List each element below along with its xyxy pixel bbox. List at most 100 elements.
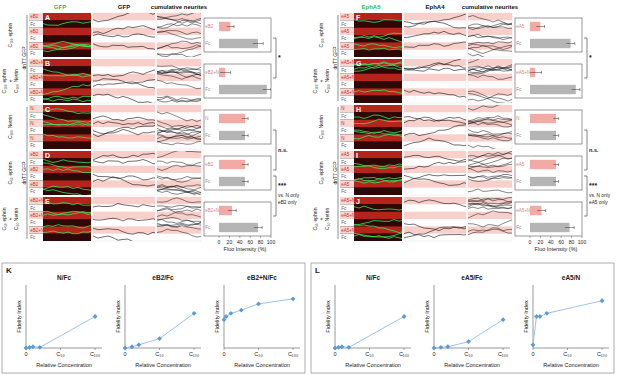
neurite (43, 115, 91, 123)
stripe (404, 105, 466, 112)
stripe-label: eA5+N (341, 228, 355, 233)
axis-label: Relative Concentration (36, 362, 92, 368)
series-line (26, 317, 95, 349)
panel-letter: G (356, 60, 362, 67)
stripe-label-box (29, 204, 43, 211)
tick-label: C₁₀₀ (498, 351, 508, 357)
tick-label: C₅₀ (254, 351, 262, 357)
category-label: Fc (516, 41, 522, 46)
neurites (468, 59, 512, 103)
stripe-label-box (340, 134, 354, 141)
neurite-trace (93, 13, 155, 22)
tick-label: C₁₀₀ (399, 351, 409, 357)
stripe-label-box (340, 166, 354, 173)
stripe-label-box (340, 180, 354, 187)
neurite (354, 37, 402, 43)
neurite-trace (93, 122, 155, 125)
micrograph (29, 105, 91, 149)
stripe (157, 197, 201, 204)
stripe-label-box (29, 20, 43, 27)
error-cap (558, 117, 559, 120)
chart-title: eA5/N (562, 274, 581, 281)
neurite-trace (468, 219, 512, 227)
neurite-trace (93, 94, 155, 103)
neurite-trace (468, 44, 512, 50)
trace-panel (468, 197, 512, 241)
y-axis (434, 285, 435, 348)
neurite-trace (468, 176, 512, 179)
stripe-label-box (340, 120, 354, 127)
neurite (354, 233, 402, 238)
error-bar (530, 71, 541, 74)
tick-label: C₁₀₀ (597, 351, 607, 357)
neurite (354, 20, 402, 23)
error-cap (230, 71, 231, 74)
error-line (242, 164, 248, 165)
stripe (354, 151, 402, 158)
stripe-label: N (30, 106, 33, 111)
bar (219, 177, 245, 186)
stripe (43, 66, 91, 73)
series (333, 314, 407, 350)
neurite-trace (157, 229, 201, 237)
neurite-trace (468, 133, 512, 137)
axis-label: Relative Concentration (543, 362, 599, 368)
panel-box (311, 263, 614, 373)
neurite (354, 177, 402, 180)
stripe-label: eB2 (30, 167, 39, 172)
point (402, 314, 407, 319)
stripe-label-box (29, 81, 43, 88)
neurite (354, 134, 402, 139)
tick-label: 0 (432, 351, 435, 357)
axis-label: Fidelity Index (115, 300, 121, 333)
stripe-label-box (340, 20, 354, 27)
stripe (404, 166, 466, 173)
neurite-trace (468, 211, 512, 218)
bars (219, 114, 248, 140)
neurites (43, 109, 91, 138)
panel-letter: I (356, 152, 358, 159)
significance-note: vs. N only (278, 193, 300, 198)
neurite-trace (468, 189, 512, 193)
neurites (404, 155, 466, 185)
stripe-label-box (29, 35, 43, 42)
significance-bracket (584, 38, 587, 78)
significance-note: vs. N only (589, 193, 611, 198)
stripe-label-box (340, 219, 354, 226)
category-label: eA5+N (516, 70, 530, 75)
stripe (93, 212, 155, 219)
neurite-trace (404, 174, 466, 183)
stripe-label: Fc (341, 174, 347, 179)
neurite-trace (157, 66, 201, 73)
neurite-trace (404, 42, 466, 47)
neurite-trace (468, 45, 512, 53)
axis-label: Relative Concentration (234, 362, 290, 368)
stripe-label: Fc (30, 206, 36, 211)
error-cap (263, 42, 264, 45)
stripe (354, 142, 402, 149)
error-line (228, 210, 236, 211)
error-line (565, 227, 574, 228)
bar (219, 131, 245, 140)
neurite-trace (468, 34, 512, 39)
column-header: GFP (118, 4, 130, 10)
neurite (43, 96, 91, 99)
stripe-label-box (340, 151, 354, 158)
stripe (157, 13, 201, 20)
neurites (354, 61, 402, 94)
stripe-label: eA5 (341, 182, 350, 187)
category-label: eB2 (205, 162, 214, 167)
tick-label: 80 (258, 239, 264, 245)
neurite-trace (468, 197, 512, 200)
axis-label: Fidelity Index (523, 300, 529, 333)
neurite-trace (93, 236, 155, 241)
panel-letter: B (45, 60, 50, 67)
bars (530, 160, 559, 186)
error-line (553, 164, 558, 165)
tick (602, 348, 603, 350)
tick-label: C₅₀ (155, 351, 163, 357)
category-label: eA5 (516, 162, 525, 167)
tick-label: 60 (247, 239, 253, 245)
neurite-trace (468, 228, 512, 235)
tick-label: 0 (531, 351, 534, 357)
